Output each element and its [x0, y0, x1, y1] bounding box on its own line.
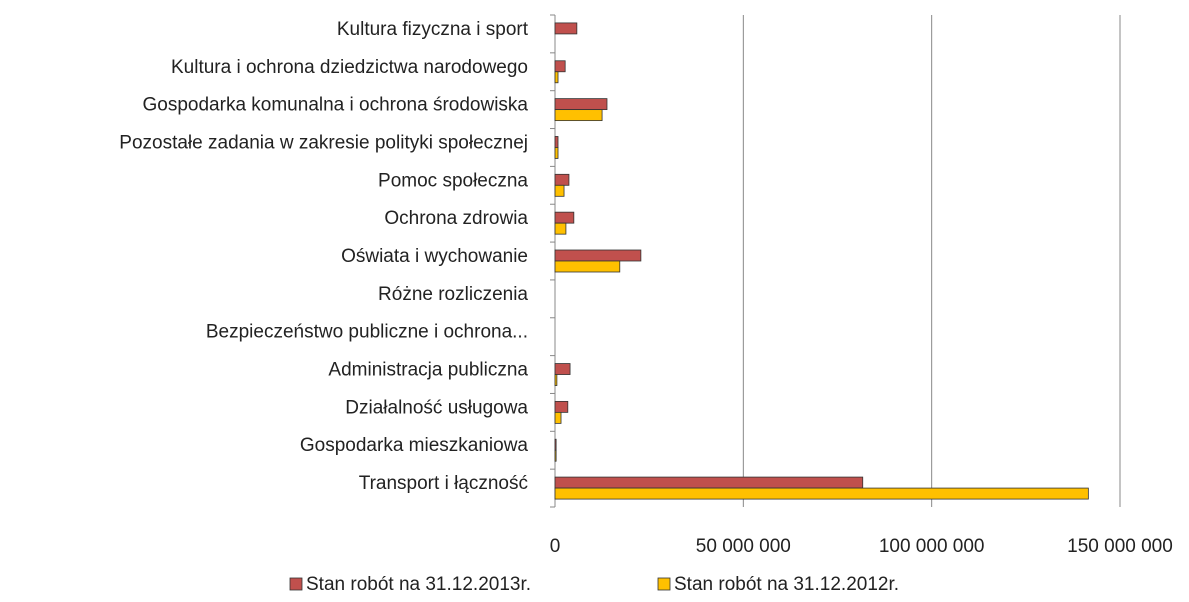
- bar: [554, 222, 567, 235]
- y-tick-label: Pozostałe zadania w zakresie polityki sp…: [119, 132, 528, 153]
- bar: [554, 411, 562, 424]
- bar: [554, 476, 864, 489]
- legend-swatch: [657, 577, 671, 591]
- bar: [554, 109, 603, 122]
- bar: [554, 211, 575, 224]
- bar: [554, 249, 642, 262]
- x-tick-label: 0: [550, 536, 561, 557]
- y-tick-label: Pomoc społeczna: [378, 170, 528, 191]
- bar: [554, 438, 557, 451]
- y-tick-label: Różne rozliczenia: [378, 284, 528, 305]
- y-tick-label: Ochrona zdrowia: [384, 208, 528, 229]
- legend-swatch: [289, 577, 303, 591]
- legend-label: Stan robót na 31.12.2013r.: [306, 574, 531, 595]
- bar: [554, 184, 565, 197]
- bar: [554, 374, 558, 386]
- y-tick-label: Kultura fizyczna i sport: [337, 19, 529, 40]
- bar: [554, 71, 559, 84]
- bar: [554, 147, 559, 159]
- bar: [554, 449, 557, 462]
- bar: [554, 260, 621, 273]
- y-tick-label: Kultura i ochrona dziedzictwa narodowego: [171, 57, 528, 78]
- bar: [554, 400, 569, 413]
- x-tick-label: 150 000 000: [1067, 536, 1173, 557]
- bar: [554, 60, 566, 73]
- bar: [554, 22, 578, 35]
- y-tick-label: Bezpieczeństwo publiczne i ochrona...: [206, 322, 528, 343]
- y-tick-label: Oświata i wychowanie: [341, 246, 528, 267]
- bar: [554, 487, 1089, 500]
- y-tick-label: Transport i łączność: [359, 473, 528, 494]
- bar: [554, 173, 570, 186]
- bar: [554, 98, 608, 111]
- bar: [554, 363, 571, 375]
- y-tick-label: Administracja publiczna: [328, 360, 528, 381]
- y-tick-label: Gospodarka komunalna i ochrona środowisk…: [143, 95, 529, 116]
- y-tick-label: Działalność usługowa: [345, 397, 528, 418]
- bar: [554, 136, 559, 148]
- x-tick-label: 100 000 000: [879, 536, 985, 557]
- y-tick-label: Gospodarka mieszkaniowa: [300, 435, 529, 456]
- legend-label: Stan robót na 31.12.2012r.: [674, 574, 899, 595]
- x-tick-label: 50 000 000: [696, 536, 791, 557]
